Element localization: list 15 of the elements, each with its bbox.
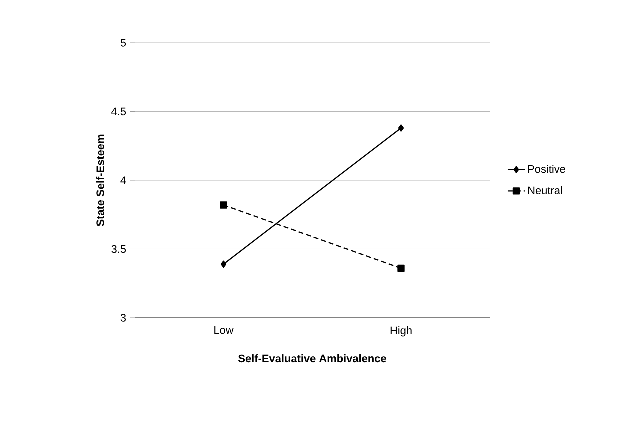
legend-label: Neutral: [528, 186, 562, 195]
legend-label: Positive: [528, 165, 566, 174]
y-tick-label: 3: [120, 314, 126, 322]
point: [220, 260, 227, 268]
point: [398, 124, 404, 132]
y-tick-label: 5: [120, 39, 126, 47]
y-tick-label: 4: [120, 176, 126, 184]
y-axis-title: State Self-Esteem: [96, 134, 104, 226]
point: [220, 202, 228, 209]
point: [398, 264, 405, 272]
x-tick-label: High: [390, 326, 412, 337]
y-tick-label: 3.5: [112, 245, 126, 254]
y-tick-label: 4.5: [112, 108, 126, 116]
x-axis-title: Self-Evaluative Ambivalence: [238, 354, 386, 363]
x-tick-label: Low: [214, 326, 234, 334]
